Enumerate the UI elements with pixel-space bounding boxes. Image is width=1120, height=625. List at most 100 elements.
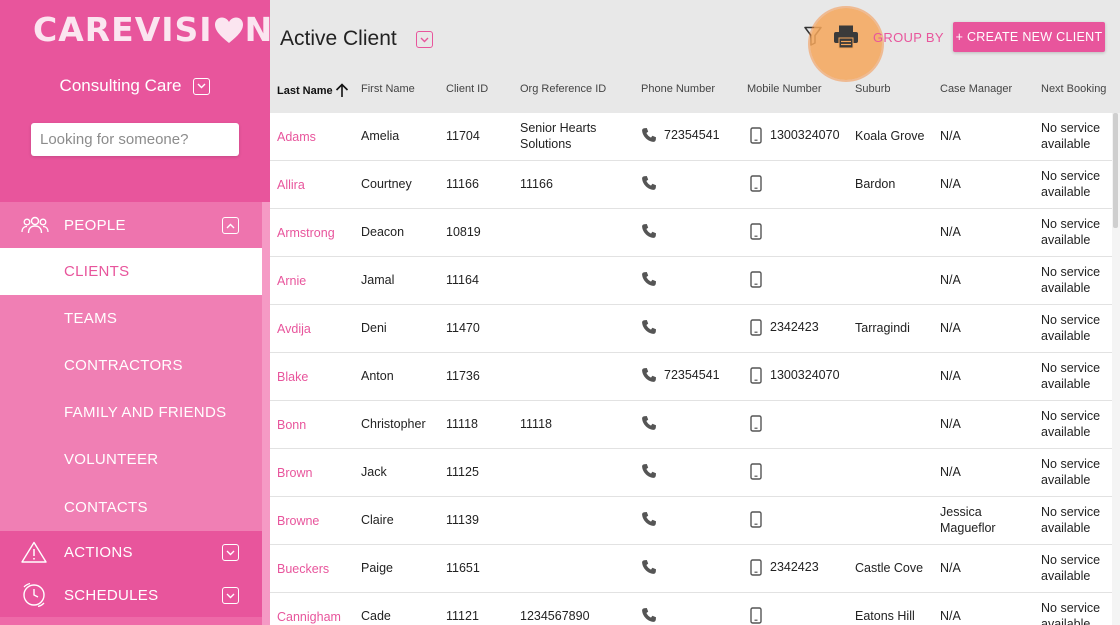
heart-icon: [214, 17, 243, 43]
org-selector[interactable]: Consulting Care: [0, 76, 270, 96]
client-first-name: Christopher: [361, 417, 426, 431]
column-header-client-id[interactable]: Client ID: [446, 83, 489, 95]
table-row[interactable]: Blake Anton 11736 72354541 1300324070 N/A No s…: [270, 353, 1112, 401]
phone-icon[interactable]: [641, 127, 657, 148]
table-row[interactable]: Arnie Jamal 11164 N/A No service available: [270, 257, 1112, 305]
client-first-name: Deacon: [361, 225, 405, 239]
org-name: Consulting Care: [59, 76, 182, 95]
warning-icon: [21, 541, 47, 563]
client-id: 11139: [446, 513, 479, 527]
org-reference-id: 1234567890: [520, 609, 590, 623]
chevron-down-icon[interactable]: [222, 587, 239, 604]
phone-icon[interactable]: [641, 223, 657, 244]
client-last-name-link[interactable]: Brown: [277, 466, 313, 480]
mobile-icon[interactable]: [750, 463, 762, 485]
mobile-icon[interactable]: [750, 127, 762, 149]
table-row[interactable]: Bueckers Paige 11651 2342423 Castle Cove N/A N…: [270, 545, 1112, 593]
table-row[interactable]: Allira Courtney 11166 11166 Bardon N/A No serv…: [270, 161, 1112, 209]
phone-icon[interactable]: [641, 511, 657, 532]
client-id: 10819: [446, 225, 481, 239]
table-row[interactable]: Bonn Christopher 11118 11118 N/A No service a…: [270, 401, 1112, 449]
phone-icon[interactable]: [641, 175, 657, 196]
create-new-client-button[interactable]: + CREATE NEW CLIENT: [953, 22, 1105, 52]
table-row[interactable]: Armstrong Deacon 10819 N/A No service availa…: [270, 209, 1112, 257]
client-first-name: Deni: [361, 321, 387, 335]
client-id: 11166: [446, 177, 479, 191]
table-row[interactable]: Cannigham Cade 11121 1234567890 Eatons Hill N…: [270, 593, 1112, 625]
table-scrollbar[interactable]: [1112, 113, 1120, 625]
search-input[interactable]: [31, 123, 239, 156]
phone-icon[interactable]: [641, 463, 657, 484]
people-icon: [21, 216, 49, 234]
case-manager: N/A: [940, 177, 961, 191]
mobile-icon[interactable]: [750, 319, 762, 341]
column-header-mobile-number[interactable]: Mobile Number: [747, 83, 822, 95]
column-header-suburb[interactable]: Suburb: [855, 83, 891, 95]
mobile-icon[interactable]: [750, 415, 762, 437]
sidebar-scrollbar[interactable]: [262, 202, 270, 625]
next-booking: No service available: [1041, 553, 1101, 583]
sidebar-item-schedules[interactable]: SCHEDULES: [0, 574, 262, 617]
client-first-name: Anton: [361, 369, 394, 383]
client-first-name: Amelia: [361, 129, 400, 143]
client-first-name: Jack: [361, 465, 387, 479]
client-id: 11704: [446, 129, 480, 143]
mobile-icon[interactable]: [750, 511, 762, 533]
next-booking: No service available: [1041, 217, 1101, 247]
chevron-down-icon[interactable]: [416, 31, 433, 48]
sidebar: CAREVISI N Consulting Care PEOPLE: [0, 0, 270, 625]
chevron-down-icon: [193, 77, 211, 95]
column-header-org-reference-id[interactable]: Org Reference ID: [520, 83, 607, 95]
client-last-name-link[interactable]: Cannigham: [277, 610, 341, 624]
phone-icon[interactable]: [641, 271, 657, 292]
phone-icon[interactable]: [641, 559, 657, 580]
group-by-button[interactable]: GROUP BY: [873, 30, 944, 45]
client-id: 11470: [446, 321, 480, 335]
column-header-phone-number[interactable]: Phone Number: [641, 83, 715, 95]
column-header-first-name[interactable]: First Name: [361, 83, 415, 95]
client-last-name-link[interactable]: Allira: [277, 178, 305, 192]
client-last-name-link[interactable]: Arnie: [277, 274, 307, 288]
sidebar-item-contractors[interactable]: CONTRACTORS: [0, 342, 262, 389]
client-last-name-link[interactable]: Blake: [277, 370, 309, 384]
mobile-icon[interactable]: [750, 607, 762, 625]
scrollbar-thumb[interactable]: [1113, 113, 1118, 228]
phone-icon[interactable]: [641, 319, 657, 340]
sidebar-item-teams[interactable]: TEAMS: [0, 295, 262, 342]
client-last-name-link[interactable]: Bonn: [277, 418, 307, 432]
carevision-logo[interactable]: CAREVISI N: [33, 10, 270, 49]
client-last-name-link[interactable]: Adams: [277, 130, 316, 144]
phone-icon[interactable]: [641, 367, 657, 388]
mobile-icon[interactable]: [750, 367, 762, 389]
table-row[interactable]: Brown Jack 11125 N/A No service available: [270, 449, 1112, 497]
phone-icon[interactable]: [641, 415, 657, 436]
sidebar-item-clients[interactable]: CLIENTS: [0, 248, 262, 295]
client-last-name-link[interactable]: Bueckers: [277, 562, 330, 576]
chevron-up-icon[interactable]: [222, 217, 239, 234]
sidebar-item-actions[interactable]: ACTIONS: [0, 531, 262, 574]
mobile-icon[interactable]: [750, 559, 762, 581]
phone-icon[interactable]: [641, 607, 657, 625]
sidebar-item-volunteer[interactable]: VOLUNTEER: [0, 436, 262, 483]
column-header-case-manager[interactable]: Case Manager: [940, 83, 1013, 95]
sidebar-item-people[interactable]: PEOPLE: [0, 202, 262, 249]
column-header-last-name[interactable]: Last Name: [277, 83, 349, 98]
case-manager: N/A: [940, 129, 961, 143]
table-row[interactable]: Avdija Deni 11470 2342423 Tarragindi N/A No se…: [270, 305, 1112, 353]
suburb: Castle Cove: [855, 561, 924, 575]
org-reference-id: 11166: [520, 177, 553, 191]
print-icon[interactable]: [833, 24, 859, 50]
client-last-name-link[interactable]: Armstrong: [277, 226, 335, 240]
mobile-icon[interactable]: [750, 175, 762, 197]
chevron-down-icon[interactable]: [222, 544, 239, 561]
suburb: Tarragindi: [855, 321, 910, 335]
column-header-next-booking[interactable]: Next Booking: [1041, 83, 1107, 95]
client-last-name-link[interactable]: Browne: [277, 514, 320, 528]
sidebar-item-contacts[interactable]: CONTACTS: [0, 483, 262, 531]
client-last-name-link[interactable]: Avdija: [277, 322, 311, 336]
table-row[interactable]: Browne Claire 11139 Jessica Magueflor No ser…: [270, 497, 1112, 545]
mobile-icon[interactable]: [750, 271, 762, 293]
table-row[interactable]: Adams Amelia 11704 Senior Hearts Solutions 7…: [270, 113, 1112, 161]
mobile-icon[interactable]: [750, 223, 762, 245]
sidebar-item-family-and-friends[interactable]: FAMILY AND FRIENDS: [0, 389, 262, 436]
